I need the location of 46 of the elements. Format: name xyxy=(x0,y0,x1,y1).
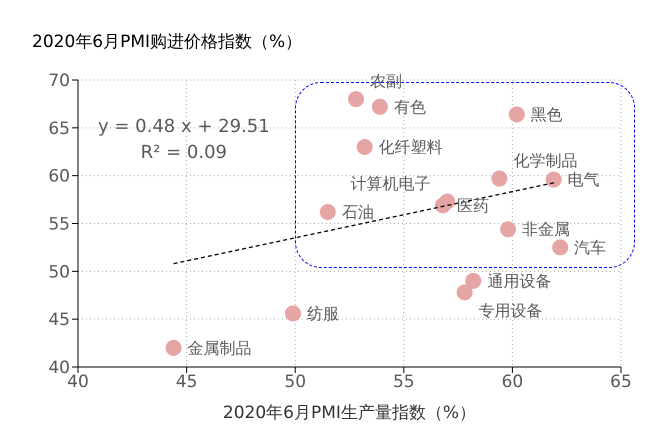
annotation: 有色 xyxy=(394,97,426,116)
y-tick-label: 40 xyxy=(48,358,70,378)
x-tick-label: 50 xyxy=(284,372,306,392)
annotation: 纺服 xyxy=(307,304,340,323)
annotation: 专用设备 xyxy=(478,300,543,320)
point xyxy=(348,91,364,108)
point xyxy=(285,305,302,322)
x-axis-title: 2020年6月PMI生产量指数（%） xyxy=(222,403,476,423)
point xyxy=(491,170,508,187)
y-tick-label: 50 xyxy=(48,262,70,282)
annotation: 计算机电子 xyxy=(350,174,431,193)
annotation: 非金属 xyxy=(522,220,570,239)
y-tick-label: 70 xyxy=(48,71,70,92)
annotation: 通用设备 xyxy=(487,271,552,290)
annotation: 黑色 xyxy=(530,104,563,124)
x-tick-label: 65 xyxy=(610,372,632,392)
point xyxy=(500,221,516,238)
annotation: 汽车 xyxy=(574,238,606,257)
x-tick-label: 60 xyxy=(502,372,524,392)
point xyxy=(552,239,568,256)
point xyxy=(465,272,482,289)
annotation: 电气 xyxy=(568,170,600,189)
annotation: y = 0.48 x + 29.51 xyxy=(98,115,270,139)
y-tick-label: 60 xyxy=(48,166,70,187)
annotation: 金属制品 xyxy=(188,338,252,358)
point xyxy=(320,204,336,220)
annotation: 化学制品 xyxy=(513,151,578,170)
y-tick-label: 55 xyxy=(48,214,70,235)
annotation: 医药 xyxy=(456,196,489,215)
x-tick-label: 40 xyxy=(67,372,89,392)
y-axis-title: 2020年6月PMI购进价格指数（%） xyxy=(32,31,302,53)
y-tick-label: 65 xyxy=(48,118,70,139)
annotation: R² = 0.09 xyxy=(140,141,228,165)
point xyxy=(546,171,562,188)
annotation: 化纤塑料 xyxy=(378,137,443,156)
point xyxy=(356,138,373,155)
point xyxy=(372,98,388,115)
y-tick-label: 45 xyxy=(48,310,70,330)
point xyxy=(508,106,525,122)
point xyxy=(166,340,182,356)
point xyxy=(439,193,456,210)
point xyxy=(456,284,473,300)
annotation: 农副 xyxy=(370,72,402,91)
annotation: 石油 xyxy=(342,202,374,222)
x-tick-label: 45 xyxy=(176,372,198,392)
x-tick-label: 55 xyxy=(392,372,415,392)
